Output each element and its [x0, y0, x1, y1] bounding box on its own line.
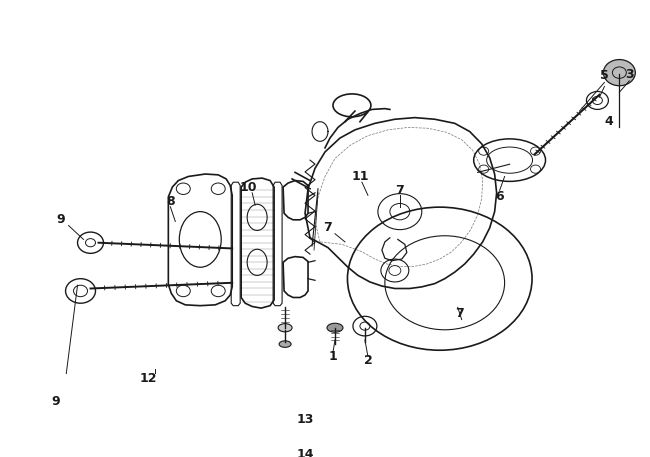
Text: 9: 9: [57, 213, 65, 226]
Ellipse shape: [279, 341, 291, 347]
Circle shape: [603, 59, 635, 86]
Text: 12: 12: [140, 372, 157, 385]
Text: 7: 7: [395, 184, 404, 197]
Ellipse shape: [327, 323, 343, 332]
Text: 9: 9: [51, 395, 60, 408]
Text: 3: 3: [625, 68, 634, 81]
Text: 1: 1: [329, 350, 337, 363]
Text: 8: 8: [166, 195, 175, 207]
Text: 7: 7: [456, 307, 464, 319]
Ellipse shape: [278, 324, 292, 332]
Text: 14: 14: [296, 448, 314, 457]
Text: 6: 6: [495, 191, 504, 203]
Text: 11: 11: [351, 170, 369, 183]
Text: 10: 10: [239, 181, 257, 194]
Text: 7: 7: [324, 222, 332, 234]
Text: 13: 13: [296, 413, 314, 426]
Text: 5: 5: [600, 69, 609, 82]
Text: 4: 4: [604, 115, 613, 128]
Text: 2: 2: [363, 354, 372, 367]
